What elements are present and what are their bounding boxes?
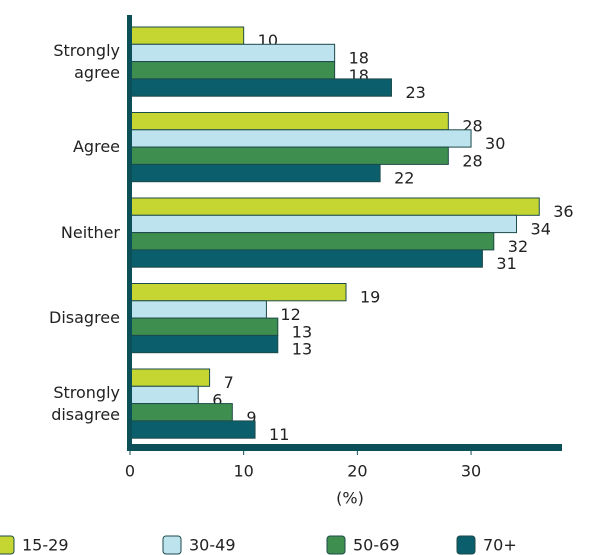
bar	[129, 334, 279, 354]
bar	[129, 78, 392, 97]
category-label: Neither	[60, 222, 120, 242]
data-label: 12	[280, 305, 300, 324]
legend-label: 50-69	[353, 536, 400, 555]
data-label: 23	[405, 83, 425, 102]
category-label: Agree	[72, 137, 120, 157]
data-label: 31	[496, 254, 516, 273]
x-tick-label: 20	[347, 462, 367, 481]
bar	[129, 26, 245, 45]
x-tick-label: 30	[461, 462, 481, 481]
bar	[129, 43, 336, 63]
x-axis-line	[127, 444, 562, 451]
bar	[129, 61, 336, 80]
data-label: 30	[485, 134, 505, 153]
legend-swatch	[326, 535, 346, 555]
x-axis-label: (%)	[336, 489, 364, 508]
bar	[129, 368, 211, 387]
legend-label: 15-29	[22, 536, 69, 555]
data-label: 28	[462, 151, 482, 170]
data-label: 32	[508, 237, 528, 256]
data-label: 9	[246, 408, 256, 427]
bar	[129, 163, 381, 183]
category-label: Strongly disagree	[51, 382, 120, 424]
bar	[129, 129, 472, 148]
bar	[129, 403, 233, 422]
data-label: 13	[292, 340, 312, 359]
data-label: 19	[360, 288, 380, 307]
data-label: 7	[224, 373, 234, 392]
bar	[129, 283, 347, 302]
bar	[129, 214, 518, 234]
data-label: 11	[269, 425, 289, 444]
data-label: 36	[553, 202, 573, 221]
legend-label: 30-49	[189, 536, 236, 555]
category-label: Strongly agree	[53, 40, 120, 82]
bar	[129, 420, 256, 439]
legend-label: 70+	[483, 536, 517, 555]
data-label: 22	[394, 169, 414, 188]
legend-swatch	[456, 535, 476, 555]
bar	[129, 300, 267, 319]
category-label: Disagree	[49, 308, 120, 328]
data-label: 18	[349, 48, 369, 67]
legend-swatch	[162, 535, 182, 555]
bar	[129, 146, 449, 165]
bar	[129, 232, 495, 251]
bar	[129, 249, 483, 268]
x-tick-label: 10	[234, 462, 254, 481]
bar	[129, 197, 540, 216]
legend-swatch	[0, 535, 15, 555]
data-label: 6	[212, 390, 222, 409]
data-label: 13	[292, 322, 312, 341]
bar	[129, 112, 449, 131]
y-axis-line	[127, 15, 132, 451]
bar	[129, 385, 199, 405]
x-tick-label: 0	[125, 462, 135, 481]
bar	[129, 317, 279, 336]
data-label: 34	[531, 219, 551, 238]
